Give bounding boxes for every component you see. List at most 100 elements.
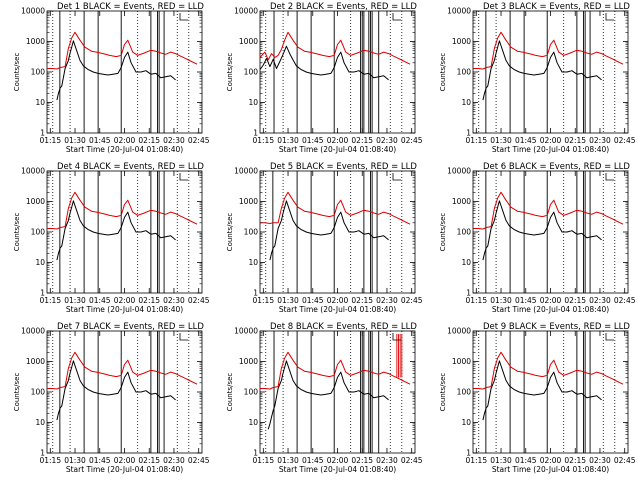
panel-title: Det 2 BLACK = Events, RED = LLD (270, 2, 417, 12)
y-tick-label: 10000 (21, 167, 45, 176)
x-tick-label: 02:15 (351, 456, 373, 465)
y-tick-label: 10 (461, 418, 471, 427)
panel-det-8: 1 10 100 1000 10000 01:15 01:30 01:45 02:00 02:15… (226, 322, 423, 474)
x-tick-label: 02:15 (351, 296, 373, 305)
y-tick-label: 1000 (239, 197, 258, 206)
y-tick-label: 10000 (234, 7, 258, 16)
x-tick-label: 01:30 (64, 456, 86, 465)
x-tick-label: 01:45 (515, 136, 537, 145)
x-tick-label: 02:45 (614, 136, 636, 145)
events-series-line (267, 360, 389, 430)
y-tick-label: 1000 (239, 357, 258, 366)
x-tick-label: 02:45 (401, 136, 423, 145)
x-tick-label: 01:45 (302, 296, 324, 305)
x-tick-label: 01:30 (490, 136, 512, 145)
x-tick-label: 02:30 (376, 456, 398, 465)
x-tick-label: 02:00 (114, 456, 136, 465)
y-tick-label: 1000 (26, 357, 45, 366)
x-tick-label: 02:00 (540, 136, 562, 145)
x-tick-label: 01:15 (465, 136, 487, 145)
y-tick-label: 1000 (239, 37, 258, 46)
x-axis-label: Start Time (20-Jul-04 01:08:40) (279, 465, 396, 474)
y-axis-label: Counts/sec (13, 53, 21, 92)
panel-title: Det 8 BLACK = Events, RED = LLD (270, 322, 417, 332)
y-tick-label: 1000 (26, 37, 45, 46)
panel-title: Det 4 BLACK = Events, RED = LLD (57, 162, 204, 172)
y-tick-label: 1 (40, 129, 45, 138)
events-series-line (56, 360, 176, 421)
x-tick-label: 01:45 (302, 136, 324, 145)
panel-title: Det 9 BLACK = Events, RED = LLD (483, 322, 630, 332)
corner-mark (392, 333, 401, 341)
x-tick-label: 02:45 (614, 456, 636, 465)
x-tick-label: 01:15 (252, 456, 274, 465)
x-tick-label: 01:30 (64, 296, 86, 305)
x-tick-label: 01:30 (277, 296, 299, 305)
x-tick-label: 02:30 (589, 136, 611, 145)
y-tick-label: 10000 (447, 327, 471, 336)
lld-series-line (260, 191, 411, 225)
x-axis-label: Start Time (20-Jul-04 01:08:40) (279, 305, 396, 314)
x-tick-label: 01:15 (39, 136, 61, 145)
corner-mark (605, 173, 614, 181)
panel-title: Det 6 BLACK = Events, RED = LLD (483, 162, 630, 172)
y-tick-label: 10 (248, 98, 258, 107)
panel-title: Det 3 BLACK = Events, RED = LLD (483, 2, 630, 12)
y-tick-label: 1 (253, 289, 258, 298)
x-tick-label: 02:00 (114, 136, 136, 145)
x-tick-label: 02:30 (589, 456, 611, 465)
lld-series-line (47, 31, 198, 70)
x-tick-label: 01:15 (465, 296, 487, 305)
y-axis-label: Counts/sec (439, 213, 447, 252)
events-series-line (259, 45, 389, 81)
y-tick-label: 10 (248, 418, 258, 427)
y-tick-label: 100 (31, 228, 46, 237)
lld-series-line (47, 191, 198, 230)
y-axis-label: Counts/sec (13, 213, 21, 252)
corner-mark (605, 333, 614, 341)
y-tick-label: 10 (35, 258, 45, 267)
y-tick-label: 10 (35, 98, 45, 107)
panel-det-3: 1 10 100 1000 10000 01:15 01:30 01:45 02:00 02:15… (439, 2, 636, 154)
x-tick-label: 01:15 (39, 456, 61, 465)
x-axis-label: Start Time (20-Jul-04 01:08:40) (66, 465, 183, 474)
x-tick-label: 02:15 (351, 136, 373, 145)
panel-title: Det 5 BLACK = Events, RED = LLD (270, 162, 417, 172)
y-tick-label: 100 (31, 68, 46, 77)
x-tick-label: 02:45 (188, 296, 210, 305)
x-tick-label: 02:00 (540, 456, 562, 465)
x-tick-label: 01:15 (465, 456, 487, 465)
x-tick-label: 02:00 (327, 296, 349, 305)
y-axis-label: Counts/sec (226, 373, 234, 412)
y-tick-label: 1000 (452, 197, 471, 206)
y-tick-label: 1 (466, 289, 471, 298)
y-tick-label: 100 (457, 388, 472, 397)
x-tick-label: 02:15 (564, 136, 586, 145)
x-tick-label: 02:15 (138, 136, 160, 145)
events-series-line (56, 200, 176, 261)
corner-mark (605, 13, 614, 21)
x-tick-label: 02:45 (188, 456, 210, 465)
events-series-line (482, 40, 602, 101)
x-tick-label: 02:15 (564, 456, 586, 465)
x-axis-label: Start Time (20-Jul-04 01:08:40) (66, 305, 183, 314)
x-tick-label: 02:30 (163, 136, 185, 145)
x-tick-label: 01:30 (490, 296, 512, 305)
y-tick-label: 1 (466, 449, 471, 458)
y-tick-label: 100 (457, 228, 472, 237)
y-tick-label: 100 (244, 68, 259, 77)
x-tick-label: 01:45 (515, 296, 537, 305)
panel-det-4: 1 10 100 1000 10000 01:15 01:30 01:45 02:00 02:15… (13, 162, 210, 314)
x-tick-label: 02:45 (401, 456, 423, 465)
x-tick-label: 02:15 (138, 456, 160, 465)
x-tick-label: 02:00 (327, 456, 349, 465)
lld-series-line (473, 191, 624, 230)
x-axis-label: Start Time (20-Jul-04 01:08:40) (279, 145, 396, 154)
x-axis-label: Start Time (20-Jul-04 01:08:40) (492, 305, 609, 314)
x-tick-label: 01:30 (277, 456, 299, 465)
lld-series-line (260, 351, 411, 390)
panel-det-6: 1 10 100 1000 10000 01:15 01:30 01:45 02:00 02:15… (439, 162, 636, 314)
x-tick-label: 02:30 (589, 296, 611, 305)
x-tick-label: 02:30 (163, 456, 185, 465)
